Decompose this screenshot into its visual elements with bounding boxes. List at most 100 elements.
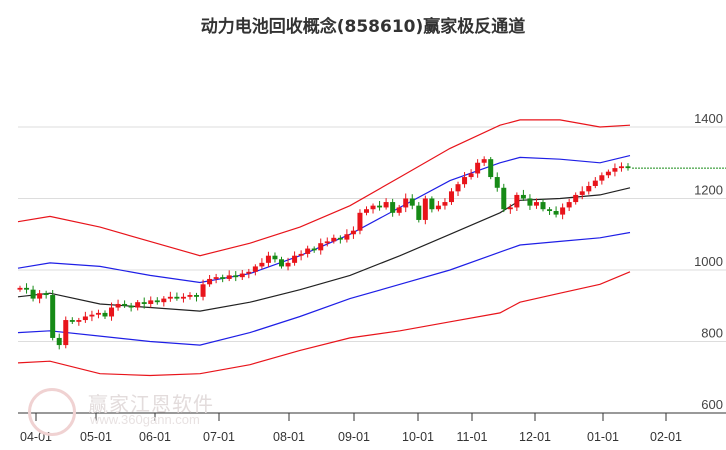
candlestick [481, 156, 487, 166]
candlestick [547, 207, 553, 215]
candlestick [566, 198, 572, 212]
x-tick-label: 12-01 [519, 430, 551, 444]
candlestick [324, 237, 330, 247]
x-tick-label: 07-01 [203, 430, 235, 444]
candlestick [455, 181, 461, 196]
candlestick [318, 238, 324, 255]
y-tick-label: 1200 [694, 183, 723, 198]
candlestick [475, 159, 481, 178]
candlestick [37, 290, 43, 304]
watermark-url: www.360gann.com [90, 412, 200, 427]
candlestick [272, 252, 278, 263]
candlestick [43, 290, 49, 299]
candlestick [95, 309, 101, 319]
candlestick [396, 204, 402, 216]
y-tick-label: 1000 [694, 254, 723, 269]
candlestick [292, 251, 298, 266]
candlestick [30, 285, 36, 302]
candlestick [252, 264, 258, 276]
candlestick [337, 235, 343, 244]
candlestick [200, 279, 206, 301]
candlestick [540, 199, 546, 212]
candlestick [462, 172, 468, 188]
candlestick [370, 203, 376, 214]
candlestick [533, 198, 539, 209]
candlestick [17, 285, 23, 292]
candlestick [279, 256, 285, 269]
x-tick-label: 06-01 [139, 430, 171, 444]
candlestick [625, 163, 631, 171]
candlestick [207, 275, 213, 287]
candlestick [429, 196, 435, 213]
candlestick [435, 201, 441, 212]
candlestick [501, 183, 507, 213]
candlestick [422, 195, 428, 225]
candlestick [573, 192, 579, 205]
candlestick [311, 246, 317, 253]
candlestick [586, 181, 592, 195]
x-tick-label: 01-01 [587, 430, 619, 444]
candlestick [507, 204, 513, 214]
candlestick [115, 299, 121, 311]
candlestick [377, 201, 383, 211]
y-tick-label: 600 [701, 397, 723, 412]
candlestick [148, 296, 154, 308]
candlestick [285, 257, 291, 271]
x-tick-label: 05-01 [80, 430, 112, 444]
candlestick [553, 206, 559, 218]
candlestick [468, 169, 474, 180]
candlestick [363, 206, 369, 216]
candlestick [265, 251, 271, 268]
candlestick [89, 310, 95, 322]
candlestick [305, 245, 311, 258]
y-tick-label: 800 [701, 326, 723, 341]
candlestick [233, 271, 239, 282]
candlestick [605, 169, 611, 179]
candlestick [194, 292, 200, 302]
candlestick [592, 177, 598, 189]
inner_upper-band-line [17, 155, 631, 284]
candlestick [56, 333, 62, 350]
candlestick [154, 297, 160, 305]
candlestick [488, 157, 494, 180]
x-tick-label: 11-01 [456, 430, 487, 444]
candlestick [76, 317, 82, 326]
candlestick [161, 296, 167, 307]
candlestick [239, 270, 245, 281]
candlestick [187, 292, 193, 300]
candlestick [357, 209, 363, 235]
candlestick [514, 192, 520, 212]
candlestick [403, 193, 409, 213]
candlestick [167, 291, 173, 302]
candlestick [24, 283, 30, 294]
candlestick [344, 229, 350, 243]
candlestick [220, 274, 226, 283]
watermark-brand: 赢家江恩软件 [88, 392, 214, 416]
candlestick [102, 310, 108, 319]
candlestick [448, 188, 454, 205]
candlestick [109, 302, 115, 321]
candlestick [226, 270, 232, 282]
candlestick [128, 302, 134, 312]
candlestick [416, 202, 422, 223]
outer_upper-band-line [17, 119, 631, 257]
candlestick [520, 189, 526, 202]
x-tick-label: 02-01 [650, 430, 682, 444]
candlestick [442, 198, 448, 210]
candlestick [560, 203, 566, 220]
candlestick [174, 292, 180, 301]
candlestick [383, 198, 389, 210]
watermark-seal-icon [28, 388, 76, 436]
candlestick [246, 268, 252, 279]
middle-band-line [17, 187, 631, 312]
candlestick [213, 273, 219, 284]
candlestick [599, 172, 605, 185]
inner_lower-band-line [17, 231, 631, 346]
chart-title: 动力电池回收概念(858610)赢家极反通道 [200, 17, 526, 37]
candlestick [69, 317, 75, 324]
candlestick [50, 290, 56, 341]
candlestick [141, 297, 147, 309]
outer_lower-band-line [17, 271, 631, 377]
candlestick [259, 258, 265, 269]
